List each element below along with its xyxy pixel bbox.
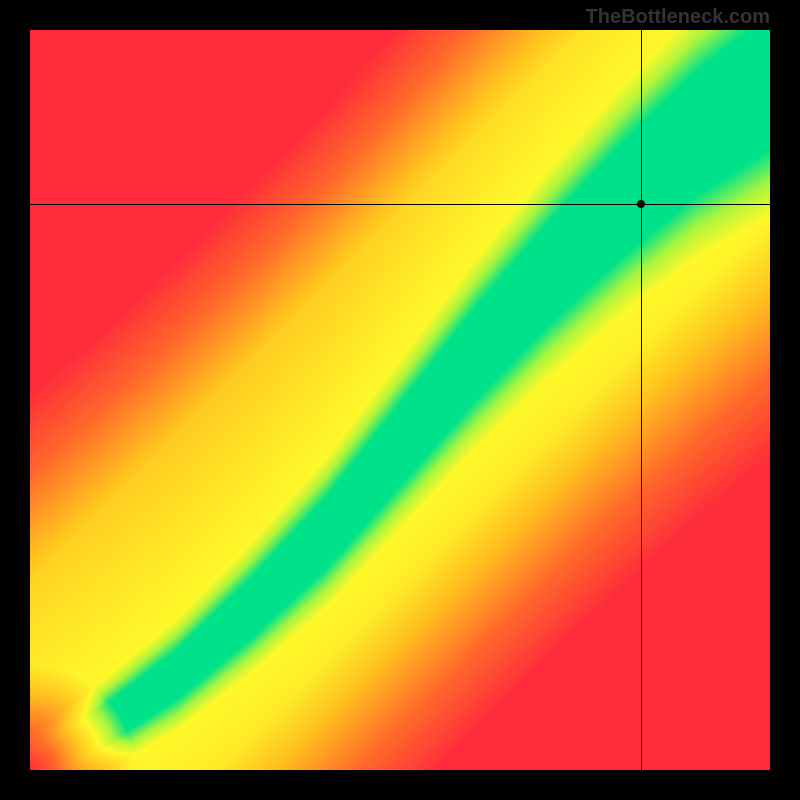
selected-point-marker — [637, 200, 645, 208]
crosshair-vertical — [641, 30, 642, 770]
bottleneck-heatmap — [30, 30, 770, 770]
heatmap-canvas — [30, 30, 770, 770]
watermark-text: TheBottleneck.com — [586, 6, 770, 29]
crosshair-horizontal — [30, 204, 770, 205]
